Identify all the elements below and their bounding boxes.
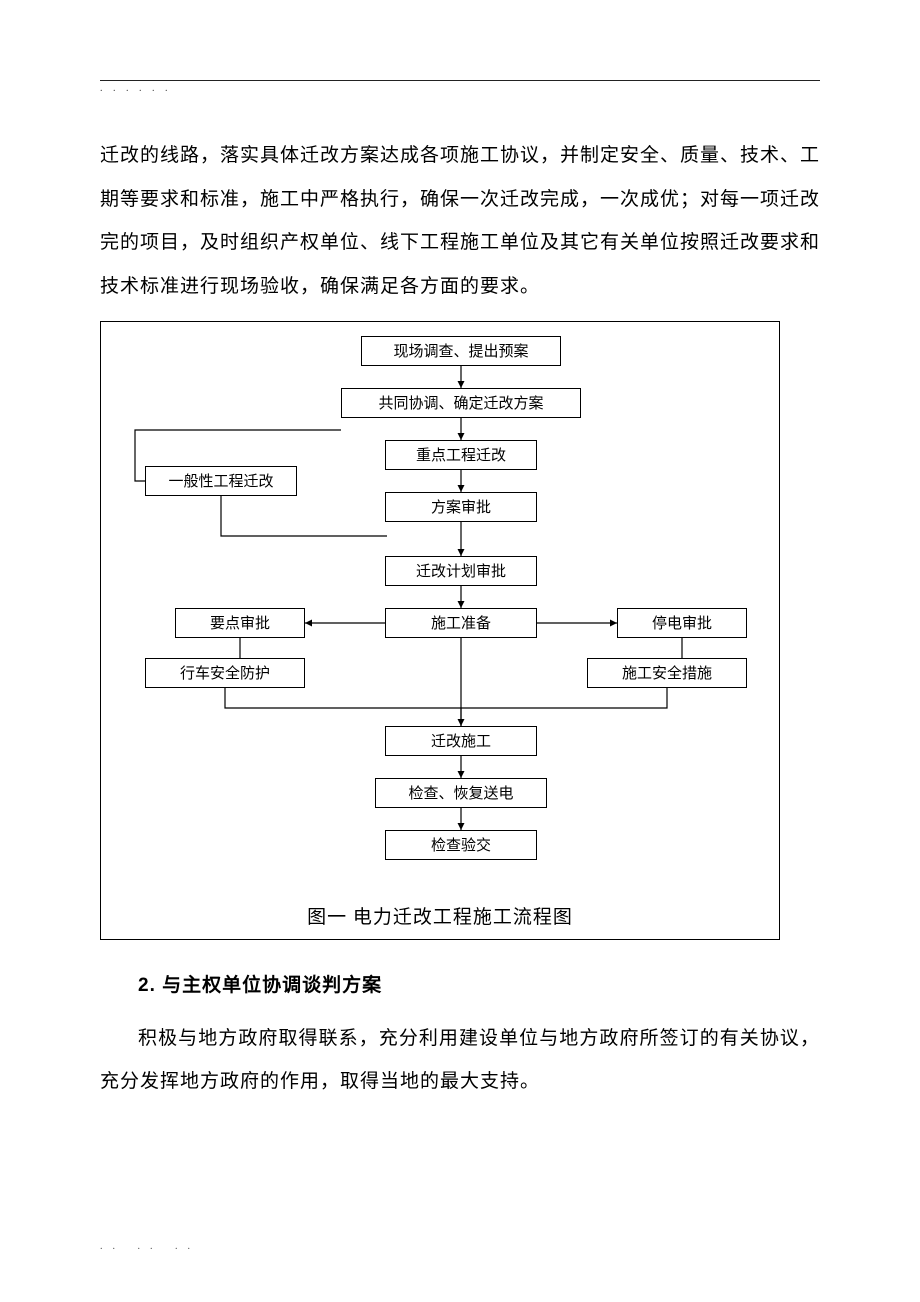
header-dots: . . . . . . xyxy=(100,83,172,94)
footer-dots: .. .. .. xyxy=(100,1241,200,1252)
header-rule: . . . . . . xyxy=(100,80,820,94)
flowchart-caption: 图一 电力迁改工程施工流程图 xyxy=(115,902,765,929)
flow-node-n6: 迁改计划审批 xyxy=(385,556,537,586)
flowchart-canvas: 现场调查、提出预案共同协调、确定迁改方案重点工程迁改一般性工程迁改方案审批迁改计… xyxy=(115,336,767,896)
paragraph-2: 积极与地方政府取得联系，充分利用建设单位与地方政府所签订的有关协议，充分发挥地方… xyxy=(100,1017,820,1104)
flow-node-n10: 行车安全防护 xyxy=(145,658,305,688)
flow-node-n7: 施工准备 xyxy=(385,608,537,638)
paragraph-1: 迁改的线路，落实具体迁改方案达成各项施工协议，并制定安全、质量、技术、工期等要求… xyxy=(100,134,820,309)
flow-node-n11: 施工安全措施 xyxy=(587,658,747,688)
flow-node-n8: 要点审批 xyxy=(175,608,305,638)
flow-node-n2: 共同协调、确定迁改方案 xyxy=(341,388,581,418)
page: . . . . . . 迁改的线路，落实具体迁改方案达成各项施工协议，并制定安全… xyxy=(0,0,920,1302)
paragraph-1-text: 迁改的线路，落实具体迁改方案达成各项施工协议，并制定安全、质量、技术、工期等要求… xyxy=(100,145,820,297)
flow-node-n5: 方案审批 xyxy=(385,492,537,522)
flow-node-n12: 迁改施工 xyxy=(385,726,537,756)
flow-node-n13: 检查、恢复送电 xyxy=(375,778,547,808)
flow-node-n1: 现场调查、提出预案 xyxy=(361,336,561,366)
flowchart-frame: 现场调查、提出预案共同协调、确定迁改方案重点工程迁改一般性工程迁改方案审批迁改计… xyxy=(100,321,780,940)
flow-node-n14: 检查验交 xyxy=(385,830,537,860)
paragraph-2-text: 积极与地方政府取得联系，充分利用建设单位与地方政府所签订的有关协议，充分发挥地方… xyxy=(100,1028,820,1093)
flow-node-n9: 停电审批 xyxy=(617,608,747,638)
flow-node-n4: 一般性工程迁改 xyxy=(145,466,297,496)
heading-2: 2. 与主权单位协调谈判方案 xyxy=(100,970,820,997)
flow-node-n3: 重点工程迁改 xyxy=(385,440,537,470)
